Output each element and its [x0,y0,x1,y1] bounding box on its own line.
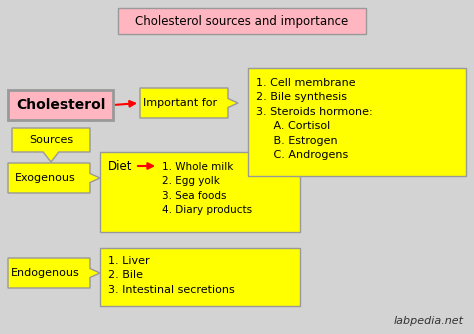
Bar [100,152,300,232]
Polygon shape [8,163,100,193]
Polygon shape [12,128,90,162]
Text: Cholesterol sources and importance: Cholesterol sources and importance [136,14,348,27]
Text: Diet: Diet [108,160,133,172]
Text: Cholesterol: Cholesterol [16,98,105,112]
Polygon shape [8,258,100,288]
Polygon shape [140,88,238,118]
Text: Sources: Sources [29,135,73,145]
Text: 1. Whole milk
2. Egg yolk
3. Sea foods
4. Diary products: 1. Whole milk 2. Egg yolk 3. Sea foods 4… [162,162,252,215]
Text: Endogenous: Endogenous [10,268,79,278]
Bar [248,68,466,176]
Text: labpedia.net: labpedia.net [394,316,464,326]
Text: Important for: Important for [143,98,217,108]
Text: 1. Cell membrane
2. Bile synthesis
3. Steroids hormone:
     A. Cortisol
     B.: 1. Cell membrane 2. Bile synthesis 3. St… [256,78,373,160]
Bar [100,248,300,306]
Bar [118,8,366,34]
Text: 1. Liver
2. Bile
3. Intestinal secretions: 1. Liver 2. Bile 3. Intestinal secretion… [108,256,235,295]
Text: Exogenous: Exogenous [15,173,75,183]
Bar [8,90,113,120]
